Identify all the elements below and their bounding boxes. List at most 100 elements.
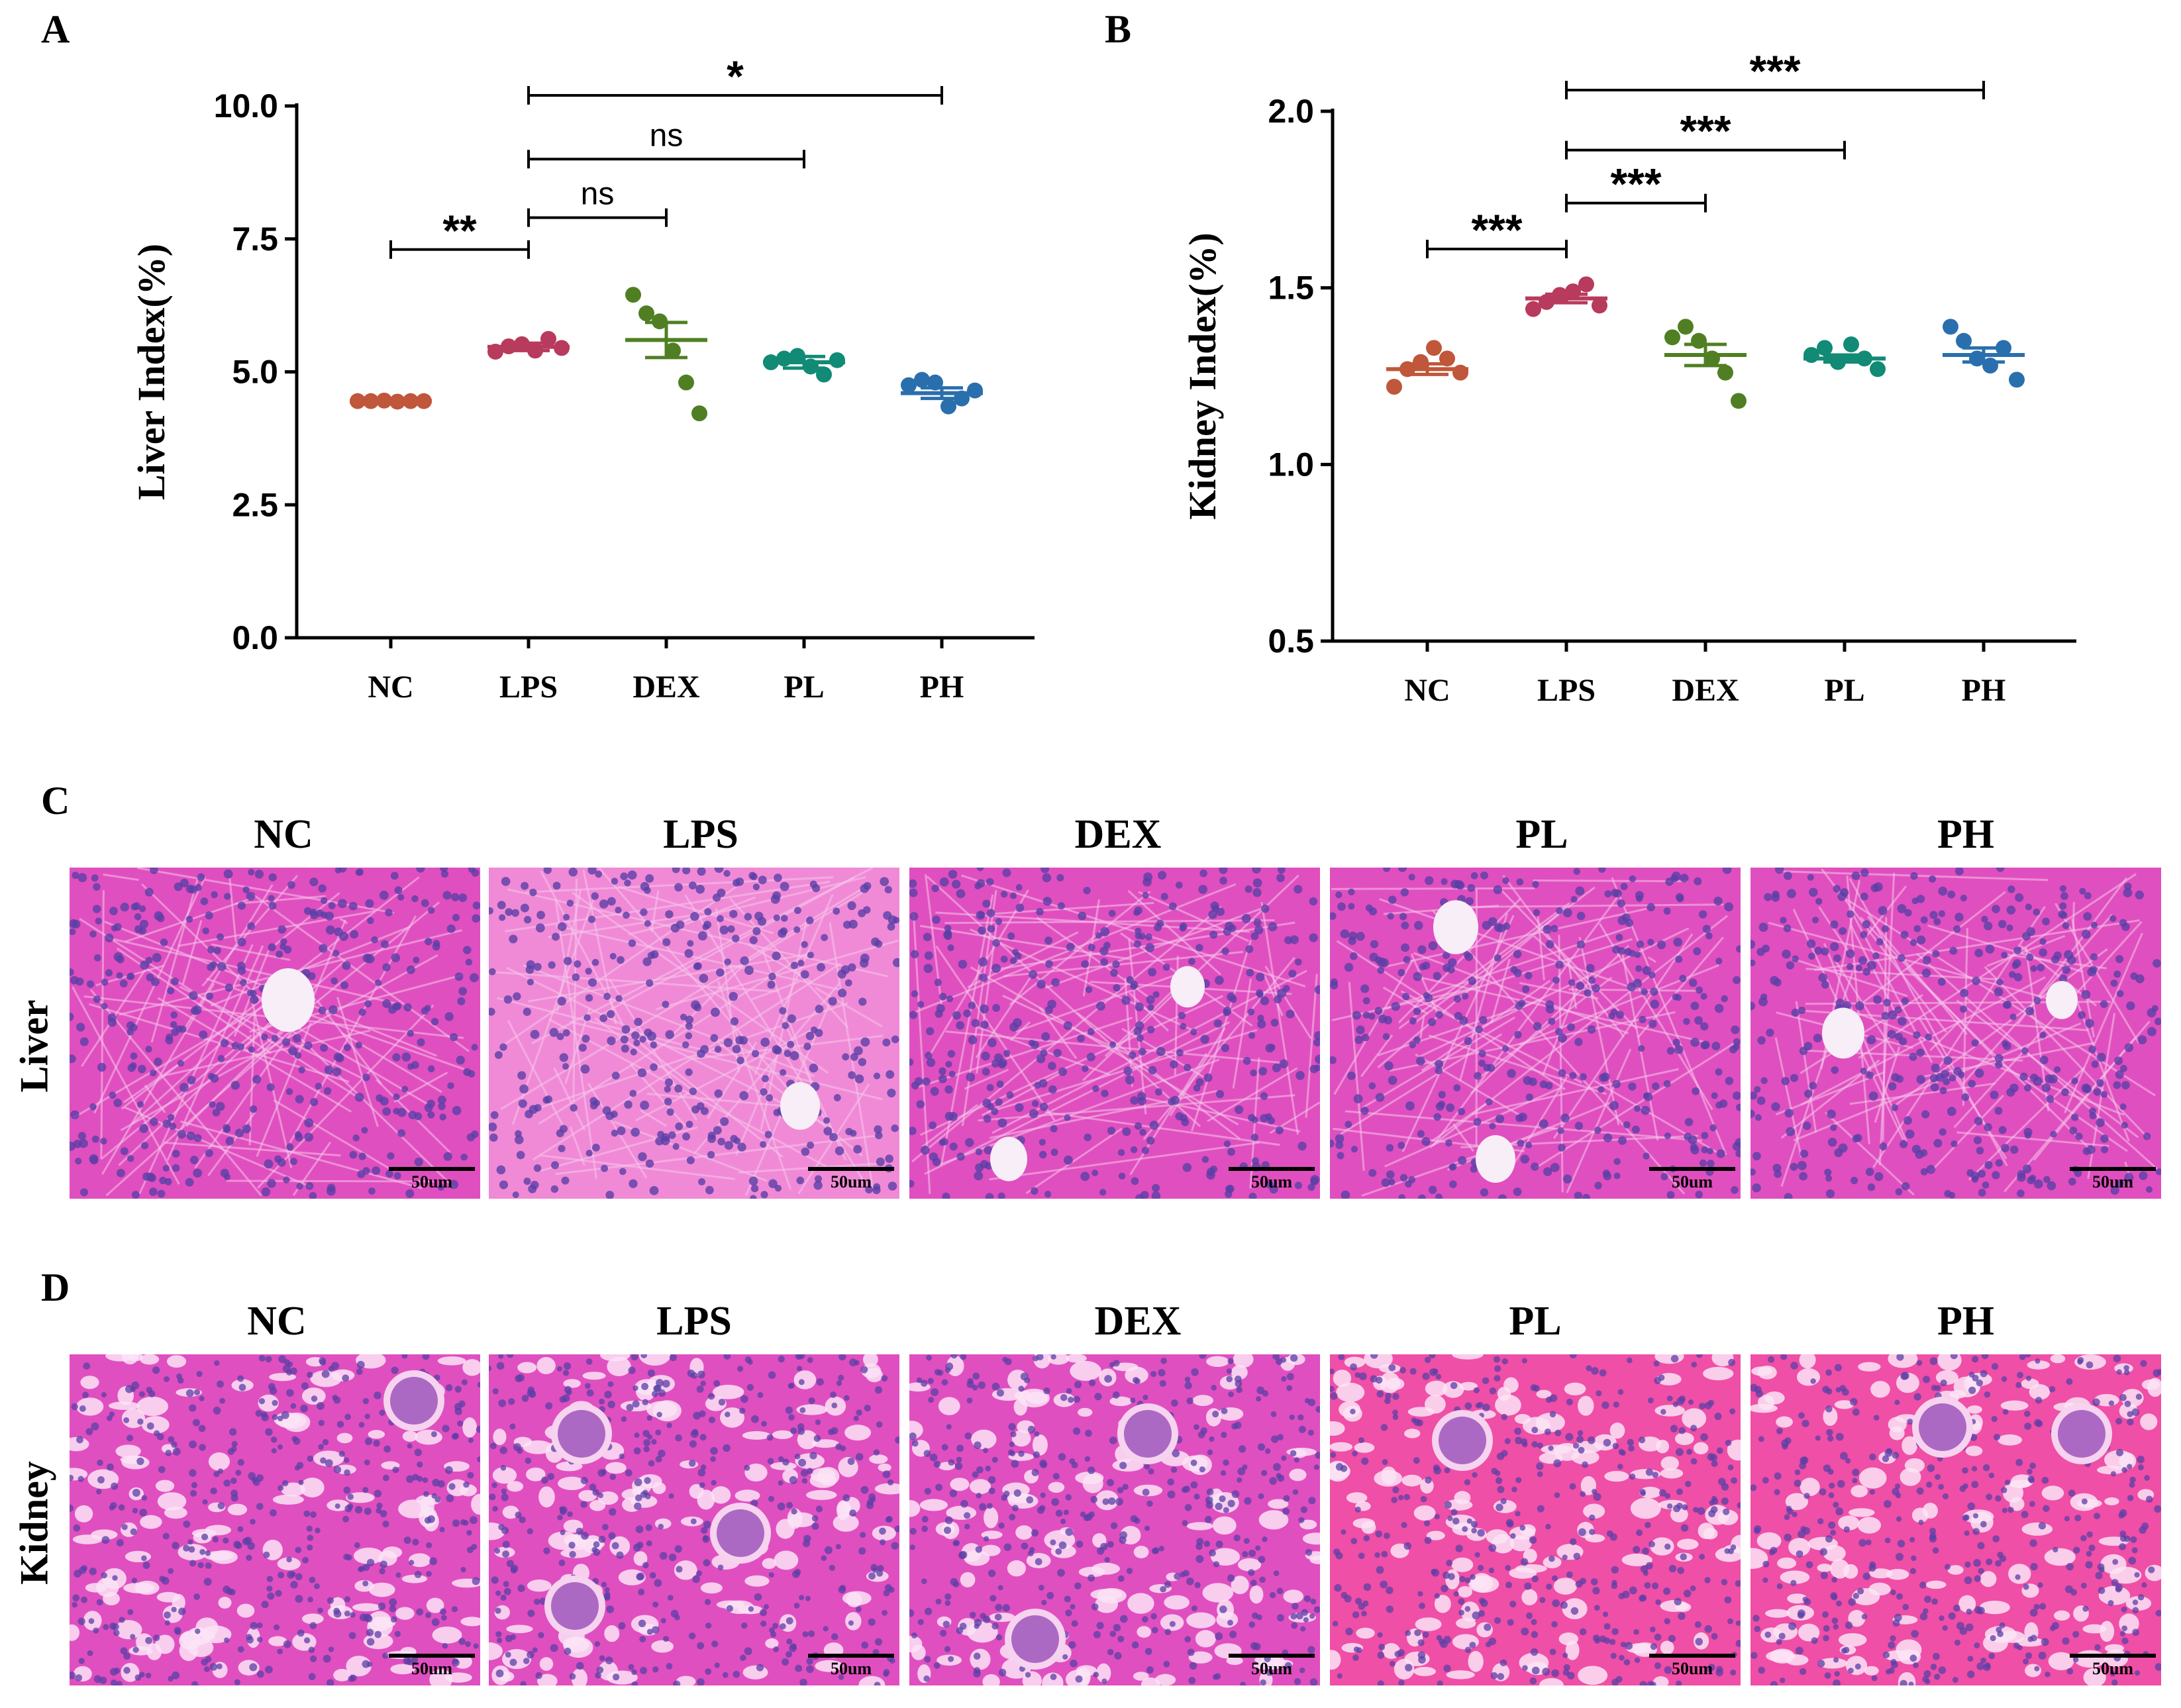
sinusoid — [1916, 952, 2160, 1172]
nucleus — [883, 911, 892, 920]
nucleus — [1723, 1508, 1730, 1515]
nucleus — [621, 1044, 629, 1053]
nucleus — [1363, 1583, 1372, 1591]
nucleus — [746, 1383, 754, 1391]
nucleus — [166, 1033, 174, 1041]
nucleus — [711, 1640, 719, 1648]
nucleus — [1150, 1613, 1157, 1620]
nucleus — [1100, 958, 1109, 966]
nucleus — [620, 1035, 629, 1044]
nucleus — [1387, 913, 1394, 920]
nucleus — [1735, 1149, 1741, 1158]
nucleus — [650, 1041, 658, 1049]
nucleus — [1574, 1191, 1583, 1199]
nucleus — [634, 1017, 642, 1027]
nucleus — [1960, 988, 1969, 997]
nucleus — [328, 902, 336, 909]
nucleus — [1113, 983, 1121, 992]
nucleus — [980, 1004, 989, 1014]
nucleus — [1440, 1640, 1448, 1648]
nucleus — [1750, 1484, 1757, 1491]
nucleus — [452, 1519, 460, 1527]
liver-tissue-image — [489, 868, 899, 1199]
nucleus — [442, 891, 452, 900]
nucleus — [1209, 1436, 1215, 1442]
nucleus — [529, 1105, 538, 1114]
nucleus — [1699, 1554, 1705, 1560]
nucleus — [205, 1550, 211, 1556]
nucleus — [213, 1360, 220, 1366]
nucleus — [868, 1618, 876, 1626]
nucleus — [1911, 1630, 1919, 1638]
nucleus — [2043, 1176, 2051, 1183]
nucleus — [1551, 1669, 1560, 1678]
sinusoid — [691, 1034, 884, 1060]
nucleus — [1164, 1629, 1172, 1635]
tubule-lumen — [1578, 1395, 1594, 1416]
nucleus — [1591, 1367, 1599, 1375]
nucleus — [1666, 1395, 1673, 1401]
nucleus — [499, 1043, 507, 1051]
nucleus — [1462, 1526, 1468, 1532]
nucleus — [1680, 1553, 1688, 1561]
nucleus — [150, 868, 158, 874]
nucleus — [188, 1440, 197, 1449]
nucleus — [1237, 1477, 1243, 1483]
nucleus — [1576, 981, 1585, 990]
nucleus — [146, 1387, 153, 1393]
nucleus — [295, 1095, 304, 1104]
nucleus — [83, 1362, 91, 1370]
nucleus — [2029, 1501, 2035, 1507]
nucleus — [535, 1672, 542, 1680]
tubule-lumen — [1630, 1497, 1661, 1519]
nucleus — [225, 1136, 234, 1146]
sinusoid — [572, 878, 578, 1103]
nucleus — [306, 1525, 313, 1532]
nucleus — [925, 1607, 933, 1615]
nucleus — [1913, 1662, 1919, 1668]
nucleus — [1225, 1190, 1233, 1198]
nucleus — [2073, 1546, 2080, 1554]
nucleus — [1629, 1586, 1637, 1595]
nucleus — [1714, 1413, 1722, 1421]
nucleus — [1609, 1101, 1619, 1111]
nucleus — [909, 1011, 918, 1019]
nucleus — [995, 918, 1003, 925]
nucleus — [1107, 1540, 1114, 1548]
nucleus — [1375, 1530, 1382, 1538]
nucleus — [1609, 1638, 1616, 1645]
nucleus — [489, 1442, 497, 1450]
nucleus — [624, 879, 631, 887]
nucleus — [1566, 1571, 1573, 1578]
tubule-lumen — [744, 1463, 768, 1482]
nucleus — [70, 1110, 79, 1119]
nucleus — [883, 1589, 890, 1597]
nucleus — [882, 1609, 888, 1616]
sinusoid — [1025, 1127, 1123, 1195]
sinusoid — [564, 1007, 591, 1085]
tubule-lumen — [1674, 1432, 1694, 1445]
nucleus — [308, 1646, 315, 1654]
nucleus — [1186, 1577, 1194, 1585]
nucleus — [700, 1380, 706, 1387]
nucleus — [1188, 1677, 1196, 1684]
sinusoid — [555, 925, 846, 993]
nucleus — [680, 1013, 687, 1021]
nucleus — [275, 1589, 282, 1597]
nucleus — [440, 868, 448, 872]
nucleus — [1692, 1087, 1700, 1095]
nucleus — [1675, 1448, 1684, 1456]
nucleus — [189, 1404, 197, 1412]
nucleus — [971, 1019, 980, 1028]
nucleus — [1515, 1001, 1523, 1010]
liver-tissue-image — [909, 868, 1320, 1199]
tubule-lumen — [1164, 1595, 1190, 1610]
sinusoid — [924, 1021, 1231, 1176]
nucleus — [1699, 1159, 1707, 1167]
nucleus — [1617, 899, 1625, 908]
central-vein — [990, 1136, 1027, 1181]
nucleus — [1599, 1369, 1607, 1377]
tubule-lumen — [770, 1462, 797, 1470]
liver-title-pl: PL — [1515, 812, 1568, 857]
nucleus — [1698, 910, 1707, 919]
